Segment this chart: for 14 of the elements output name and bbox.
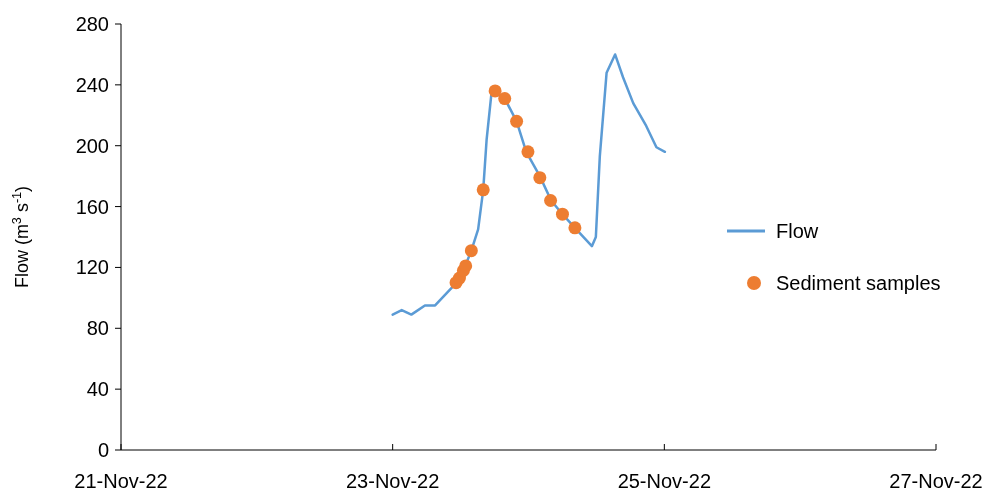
y-tick-label: 280 [75,13,109,35]
x-tick-label: 27-Nov-22 [889,470,983,492]
y-tick-label: 160 [75,195,109,218]
legend-label: Flow [776,220,819,242]
x-tick-label: 23-Nov-22 [345,470,440,492]
y-tick-label: 0 [97,439,109,461]
x-tick-label: 25-Nov-22 [617,470,712,492]
legend-label: Sediment samples [776,272,941,294]
x-tick-label: 21-Nov-22 [74,470,168,492]
y-tick-label: 80 [86,317,109,340]
y-tick-label: 120 [75,256,109,279]
y-tick-label: 40 [86,378,109,401]
y-tick-label: 240 [75,73,109,96]
y-tick-label: 200 [75,134,109,157]
